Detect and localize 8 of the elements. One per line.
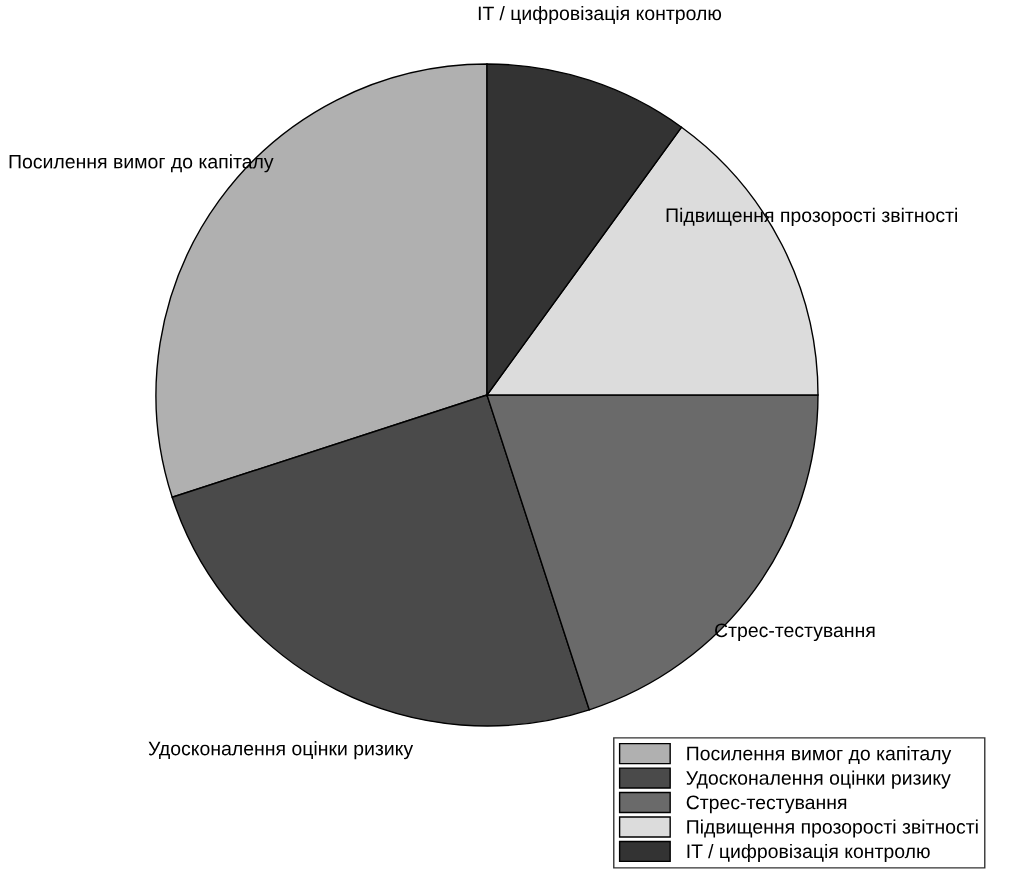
slice-label: Удосконалення оцінки ризику <box>148 741 414 760</box>
legend-label: IT / цифровізація контролю <box>687 843 930 863</box>
slice-label: IT / цифровізація контролю <box>478 5 722 25</box>
slice-label: Стрес-тестування <box>715 623 875 642</box>
legend-label: Посилення вимог до капіталу <box>687 746 952 765</box>
legend-label: Підвищення прозорості звітності <box>687 819 978 838</box>
legend-label: Стрес-тестування <box>686 795 847 814</box>
legend-label: Удосконалення оцінки ризику <box>686 770 951 789</box>
